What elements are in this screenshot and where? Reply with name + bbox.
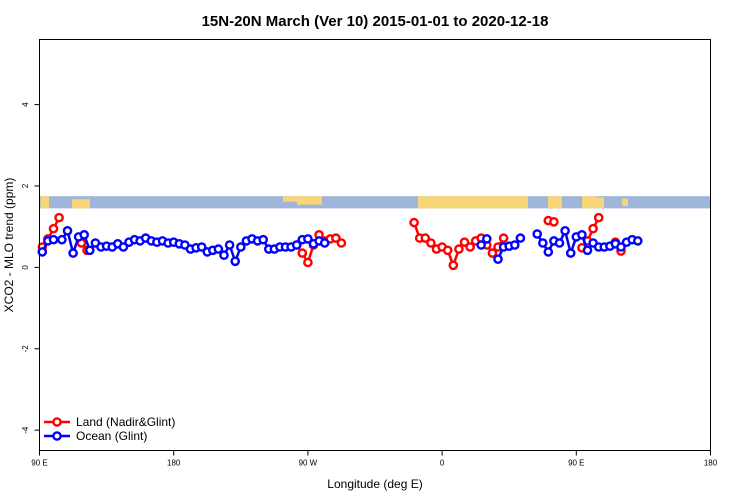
data-point [331,233,341,243]
x-axis: 90 E 180 90 W 0 90 E 180 [31,450,718,468]
map-land-patch [297,196,322,205]
data-point [291,240,302,250]
map-land-patch [418,196,500,209]
y-tick-label: -2 [21,345,30,353]
map-land-patch [582,196,596,209]
data-point [616,242,626,252]
map-strip [40,196,710,209]
data-point [454,244,464,254]
x-tick-label: 90 W [299,459,318,468]
y-tick-label: 2 [21,183,30,188]
legend-item: Land (Nadir&Glint) [44,415,175,429]
data-point [196,242,207,252]
data-point [577,229,587,240]
data-point [459,237,470,247]
data-point [448,260,459,271]
data-point [303,257,313,268]
data-point [588,223,598,234]
x-axis-label: Longitude (deg E) [327,477,422,491]
legend-label: Land (Nadir&Glint) [76,415,175,429]
legend-swatch-marker [52,417,62,427]
data-point [79,229,89,240]
data-point [582,245,593,256]
x-tick-label: 0 [440,459,445,468]
x-tick-label: 90 E [31,459,47,468]
y-tick-label: 0 [21,265,30,270]
data-point [426,238,436,248]
data-point [336,238,347,248]
x-tick-label: 90 E [568,459,584,468]
data-point [230,256,240,267]
series-ocean [37,225,643,267]
data-point [481,234,492,244]
data-point [118,242,129,252]
data-point [465,242,475,252]
data-point [442,245,453,256]
data-point [560,225,570,236]
map-land-patch [622,198,628,206]
map-land-patch [500,196,528,209]
data-point [487,248,498,258]
map-land-patch [283,196,302,202]
data-point [565,248,576,258]
x-tick-label: 180 [167,459,181,468]
data-point [68,248,78,258]
data-point [509,240,520,250]
data-point [213,244,224,254]
data-point [319,238,330,248]
data-point [219,250,229,260]
data-point [515,233,526,243]
data-point [54,212,64,223]
data-point [224,240,235,250]
data-point [476,240,487,250]
data-point [549,216,559,227]
y-tick-label: -4 [21,426,30,434]
y-axis-label: XCO2 - MLO trend (ppm) [2,178,16,313]
data-point [303,234,313,244]
data-point [493,254,503,265]
data-point [235,242,246,252]
map-land-patch [40,196,49,209]
data-point [633,236,643,246]
data-point [258,234,269,245]
data-point [37,247,48,257]
y-tick-label: 4 [21,102,30,107]
y-axis: -4 -2 0 2 4 [21,102,40,434]
data-point [409,217,419,228]
data-point [57,234,67,245]
data-point [420,233,431,243]
legend-swatch-marker [52,431,62,441]
data-point [554,238,565,248]
data-point [498,233,509,243]
data-point [543,247,554,257]
legend: Land (Nadir&Glint)Ocean (Glint) [44,415,175,443]
map-land-patch [548,196,562,209]
chart-title: 15N-20N March (Ver 10) 2015-01-01 to 202… [202,13,549,30]
data-point [85,245,95,256]
legend-label: Ocean (Glint) [76,429,147,443]
plot-frame [39,39,711,451]
map-land-patch [72,199,90,209]
map-strip-ocean [40,196,710,209]
data-point [532,229,543,239]
series-layer [37,212,643,271]
legend-item: Ocean (Glint) [44,429,147,443]
data-point [48,234,59,245]
data-point [62,225,73,236]
map-land-patch [596,197,604,209]
data-point [297,248,308,258]
x-tick-label: 180 [704,459,718,468]
data-point [48,223,59,234]
data-point [538,238,548,248]
data-point [593,212,604,223]
